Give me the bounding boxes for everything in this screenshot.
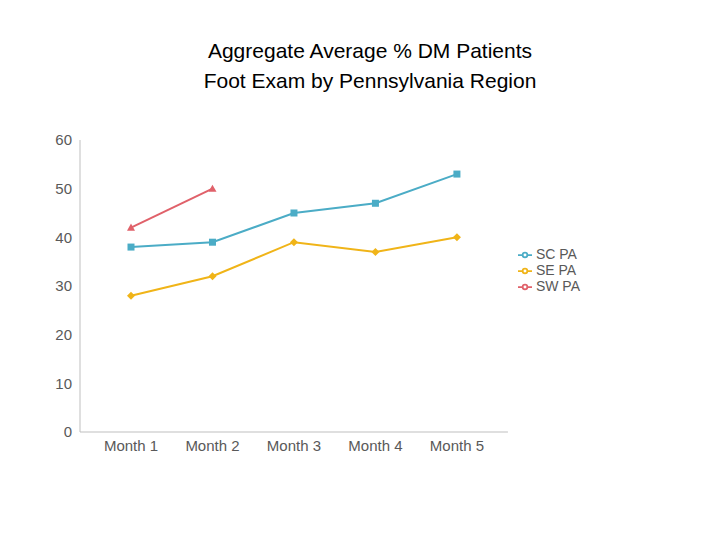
svg-text:0: 0 xyxy=(64,423,72,440)
svg-text:Month 4: Month 4 xyxy=(348,437,402,454)
svg-text:10: 10 xyxy=(55,375,72,392)
svg-text:60: 60 xyxy=(55,131,72,148)
svg-text:20: 20 xyxy=(55,326,72,343)
html-text:Aggregate Average % DM Patient: Aggregate Average % DM Patients xyxy=(207,39,533,62)
svg-text:50: 50 xyxy=(55,180,72,197)
svg-text:40: 40 xyxy=(55,229,72,246)
svg-text:Month 3: Month 3 xyxy=(267,437,321,454)
html-text:SW PA: SW PA xyxy=(535,278,580,295)
svg-text:Month 5: Month 5 xyxy=(430,437,484,454)
svg-text:Month 2: Month 2 xyxy=(185,437,239,454)
svg-text:Month 1: Month 1 xyxy=(104,437,158,454)
html-text:Foot Exam by Pennsylvania Regi: Foot Exam by Pennsylvania Region xyxy=(203,69,537,92)
html-text:SC PA: SC PA xyxy=(535,245,577,262)
svg-text:30: 30 xyxy=(55,277,72,294)
html-text:SE PA: SE PA xyxy=(535,261,577,278)
